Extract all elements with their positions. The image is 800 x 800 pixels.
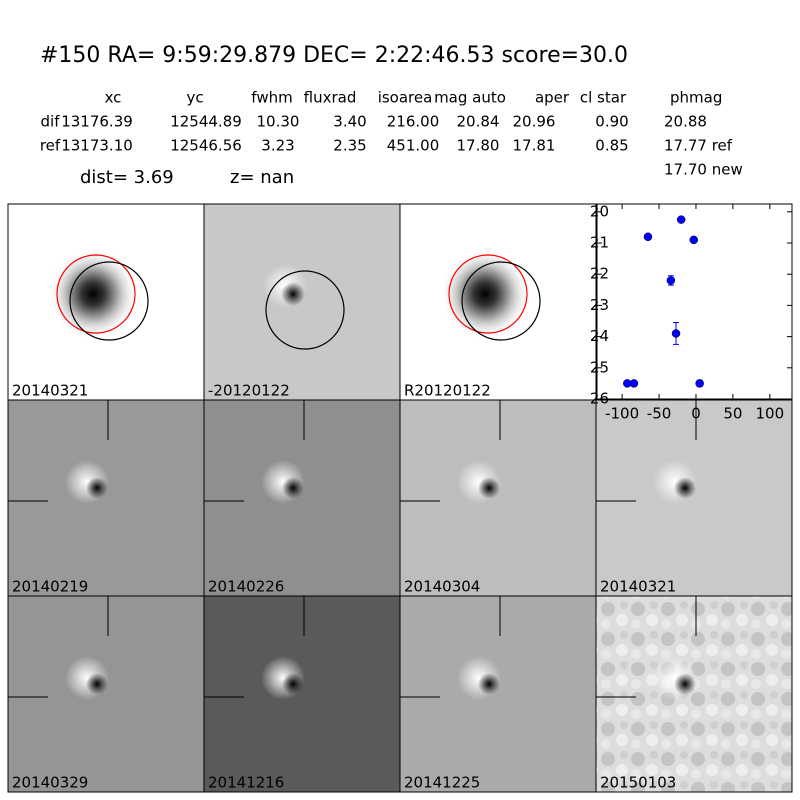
table-cell: 3.23 bbox=[261, 137, 294, 155]
y-tick-label: 24 bbox=[590, 327, 609, 345]
redshift: z= nan bbox=[230, 167, 294, 188]
x-tick-label: -50 bbox=[647, 405, 672, 423]
column-header: cl star bbox=[580, 89, 627, 107]
cutout-label: 20140321 bbox=[12, 382, 88, 400]
panel-grid: 20140321 -20120122 R20120122 20140219 201402… bbox=[7, 203, 793, 793]
table-cell: 10.30 bbox=[257, 113, 300, 131]
cutout bbox=[595, 399, 793, 597]
cutout-label: -20120122 bbox=[208, 382, 290, 400]
cutout bbox=[7, 595, 205, 793]
table-note: 17.70 new bbox=[664, 161, 743, 179]
table-cell: 20.88 bbox=[664, 113, 707, 131]
residual-dark bbox=[478, 673, 500, 695]
table-cell: 17.80 bbox=[457, 137, 500, 155]
source-dark bbox=[281, 282, 305, 306]
table-cell: 20.96 bbox=[513, 113, 556, 131]
table-cell: 17.81 bbox=[513, 137, 556, 155]
cutout bbox=[203, 399, 401, 597]
table-cell: 17.77 ref bbox=[664, 137, 733, 155]
light-curve: 20 21 22 23 24 25 26-100 -50 0 50 100 bbox=[590, 202, 793, 423]
cutout-label: 20141216 bbox=[208, 774, 284, 792]
x-tick-label: -100 bbox=[605, 405, 639, 423]
column-header: xc bbox=[105, 89, 122, 107]
x-tick-label: 0 bbox=[691, 405, 701, 423]
data-point bbox=[629, 379, 639, 388]
table-cell: 216.00 bbox=[387, 113, 440, 131]
cutout-label: 20140226 bbox=[208, 578, 284, 596]
ref-circle bbox=[448, 254, 528, 334]
data-point bbox=[666, 276, 676, 285]
source bbox=[48, 249, 138, 339]
residual-dark bbox=[478, 477, 500, 499]
cutout-label: R20120122 bbox=[404, 382, 491, 400]
column-header: fwhm bbox=[251, 89, 292, 107]
table-cell: 3.40 bbox=[333, 113, 366, 131]
y-tick-label: 23 bbox=[590, 296, 609, 314]
table-cell: 13176.39 bbox=[61, 113, 133, 131]
source bbox=[440, 249, 530, 339]
table-cell: 13173.10 bbox=[61, 137, 133, 155]
y-tick-label: 20 bbox=[590, 202, 609, 220]
cutout-label: 20140329 bbox=[12, 774, 88, 792]
dist: dist= 3.69 bbox=[80, 167, 174, 188]
table-cell: 12546.56 bbox=[170, 137, 242, 155]
column-header: mag auto bbox=[434, 89, 506, 107]
table-cell: 0.85 bbox=[595, 137, 628, 155]
residual-dark bbox=[86, 673, 108, 695]
residual-dark bbox=[282, 477, 304, 499]
table-cell: 20.84 bbox=[457, 113, 500, 131]
x-tick-label: 100 bbox=[756, 405, 785, 423]
table-cell: 12544.89 bbox=[170, 113, 242, 131]
x-tick-label: 50 bbox=[723, 405, 742, 423]
cutout bbox=[7, 399, 205, 597]
det-circle bbox=[461, 261, 541, 341]
residual-dark bbox=[674, 477, 696, 499]
residual-dark bbox=[86, 477, 108, 499]
cutout-label: 20140321 bbox=[600, 578, 676, 596]
cutout-label: 20140219 bbox=[12, 578, 88, 596]
cutout bbox=[595, 595, 793, 793]
det-circle bbox=[69, 261, 149, 341]
column-header: isoarea bbox=[378, 89, 433, 107]
data-point bbox=[676, 215, 686, 224]
ref-circle bbox=[56, 254, 136, 334]
title: #150 RA= 9:59:29.879 DEC= 2:22:46.53 sco… bbox=[40, 43, 628, 68]
table-cell: 2.35 bbox=[333, 137, 366, 155]
cutout-label: 20141225 bbox=[404, 774, 480, 792]
column-header: yc bbox=[186, 89, 203, 107]
y-tick-label: 21 bbox=[590, 234, 609, 252]
residual-dark bbox=[674, 673, 696, 695]
y-tick-label: 22 bbox=[590, 265, 609, 283]
cutout bbox=[399, 399, 597, 597]
data-point bbox=[643, 232, 653, 242]
table-cell: dif bbox=[41, 113, 61, 131]
data-point bbox=[695, 379, 704, 388]
det-circle bbox=[265, 270, 345, 350]
cutout-label: 20150103 bbox=[600, 774, 676, 792]
cutout bbox=[203, 595, 401, 793]
y-tick-label: 25 bbox=[590, 358, 609, 376]
column-header: phmag bbox=[670, 89, 722, 107]
column-header: fluxrad bbox=[304, 89, 357, 107]
data-point bbox=[671, 329, 681, 338]
y-tick-label: 26 bbox=[590, 390, 609, 408]
plot-area bbox=[596, 203, 793, 400]
cutout bbox=[399, 595, 597, 793]
cutout bbox=[203, 203, 401, 401]
table-cell: 0.90 bbox=[595, 113, 628, 131]
data-point bbox=[689, 235, 699, 245]
table-cell: ref bbox=[40, 137, 61, 155]
residual-dark bbox=[282, 673, 304, 695]
table-cell: 451.00 bbox=[387, 137, 440, 155]
column-header: aper bbox=[535, 89, 570, 107]
cutout-label: 20140304 bbox=[404, 578, 480, 596]
